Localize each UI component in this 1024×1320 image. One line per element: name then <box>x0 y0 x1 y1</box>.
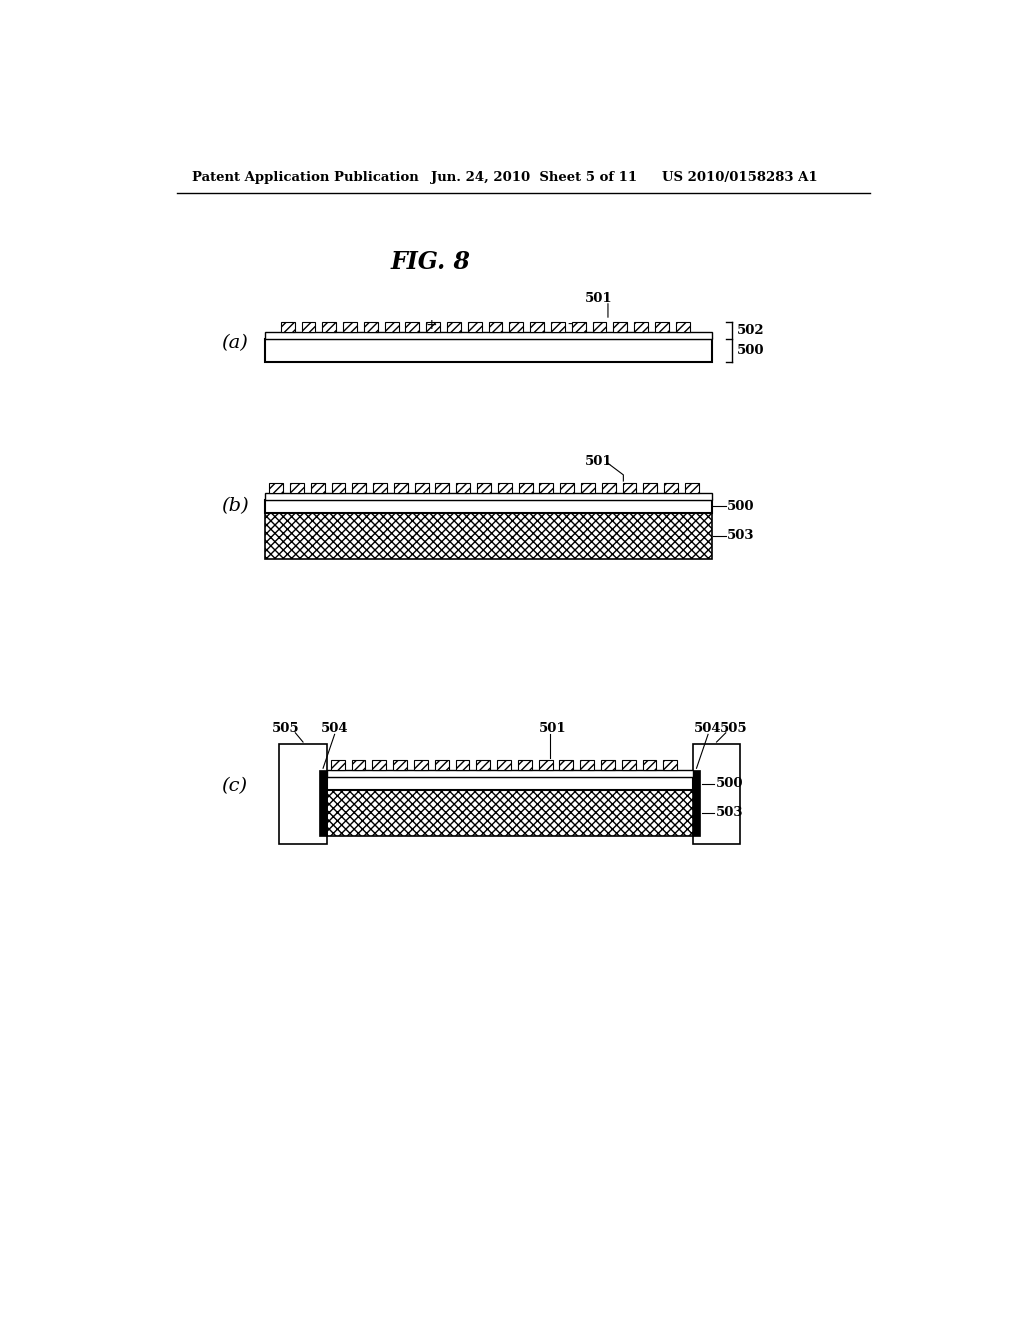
Bar <box>332 483 345 492</box>
Text: 504: 504 <box>694 722 722 735</box>
Bar <box>364 322 378 331</box>
Text: (c): (c) <box>221 777 248 795</box>
Bar <box>415 483 429 492</box>
Text: 503: 503 <box>727 529 755 543</box>
Bar <box>414 760 428 770</box>
Text: 500: 500 <box>716 777 743 791</box>
Bar <box>319 770 327 836</box>
Bar <box>643 483 657 492</box>
Bar <box>290 483 304 492</box>
Bar <box>435 760 449 770</box>
Bar <box>685 483 698 492</box>
Bar <box>664 760 677 770</box>
Bar <box>488 322 503 331</box>
Text: +: + <box>425 318 436 333</box>
Bar <box>281 322 295 331</box>
Bar <box>581 483 595 492</box>
Text: 501: 501 <box>539 722 566 735</box>
Bar <box>265 512 712 558</box>
Text: 502: 502 <box>736 323 764 337</box>
Bar <box>476 760 490 770</box>
Text: 505: 505 <box>720 722 748 735</box>
Bar <box>323 322 336 331</box>
Bar <box>623 483 637 492</box>
Bar <box>301 322 315 331</box>
Bar <box>310 483 325 492</box>
Bar <box>518 760 531 770</box>
Text: US 2010/0158283 A1: US 2010/0158283 A1 <box>662 172 817 185</box>
Bar <box>601 760 614 770</box>
Bar <box>331 760 345 770</box>
Bar <box>551 322 565 331</box>
Text: -: - <box>567 318 571 333</box>
Bar <box>426 322 440 331</box>
Bar <box>406 322 419 331</box>
Bar <box>581 760 594 770</box>
Bar <box>457 483 470 492</box>
Bar <box>327 777 692 789</box>
Bar <box>447 322 461 331</box>
Bar <box>613 322 628 331</box>
Bar <box>530 322 544 331</box>
Bar <box>385 322 398 331</box>
Bar <box>393 760 407 770</box>
Bar <box>634 322 648 331</box>
Bar <box>602 483 615 492</box>
Bar <box>468 322 481 331</box>
Bar <box>692 770 700 836</box>
Bar <box>498 483 512 492</box>
Bar <box>571 322 586 331</box>
Bar <box>352 483 367 492</box>
Bar <box>456 760 469 770</box>
Bar <box>265 331 712 339</box>
Bar <box>676 322 689 331</box>
Bar <box>394 483 408 492</box>
Bar <box>327 789 692 836</box>
Text: Patent Application Publication: Patent Application Publication <box>193 172 419 185</box>
Bar <box>477 483 490 492</box>
Bar <box>343 322 357 331</box>
Bar <box>373 483 387 492</box>
Bar <box>540 483 553 492</box>
Bar <box>269 483 283 492</box>
Bar <box>435 483 450 492</box>
Bar <box>509 322 523 331</box>
Bar <box>265 492 712 500</box>
Bar <box>327 770 692 777</box>
Text: 501: 501 <box>585 292 612 305</box>
Text: (b): (b) <box>220 498 249 515</box>
Bar <box>280 743 327 843</box>
Bar <box>560 483 574 492</box>
Bar <box>692 743 740 843</box>
Bar <box>539 760 553 770</box>
Bar <box>665 483 678 492</box>
Bar <box>497 760 511 770</box>
Bar <box>518 483 532 492</box>
Bar <box>622 760 636 770</box>
Text: 500: 500 <box>736 345 764 358</box>
Text: FIG. 8: FIG. 8 <box>391 251 471 275</box>
Text: Jun. 24, 2010  Sheet 5 of 11: Jun. 24, 2010 Sheet 5 of 11 <box>431 172 637 185</box>
Text: 503: 503 <box>716 807 743 820</box>
Bar <box>265 500 712 512</box>
Text: 501: 501 <box>585 454 612 467</box>
Bar <box>655 322 669 331</box>
Text: 505: 505 <box>272 722 300 735</box>
Bar <box>593 322 606 331</box>
Bar <box>559 760 573 770</box>
Text: (a): (a) <box>221 334 248 352</box>
Bar <box>265 339 712 363</box>
Text: 504: 504 <box>321 722 348 735</box>
Bar <box>373 760 386 770</box>
Bar <box>643 760 656 770</box>
Bar <box>351 760 366 770</box>
Text: 500: 500 <box>727 500 755 513</box>
